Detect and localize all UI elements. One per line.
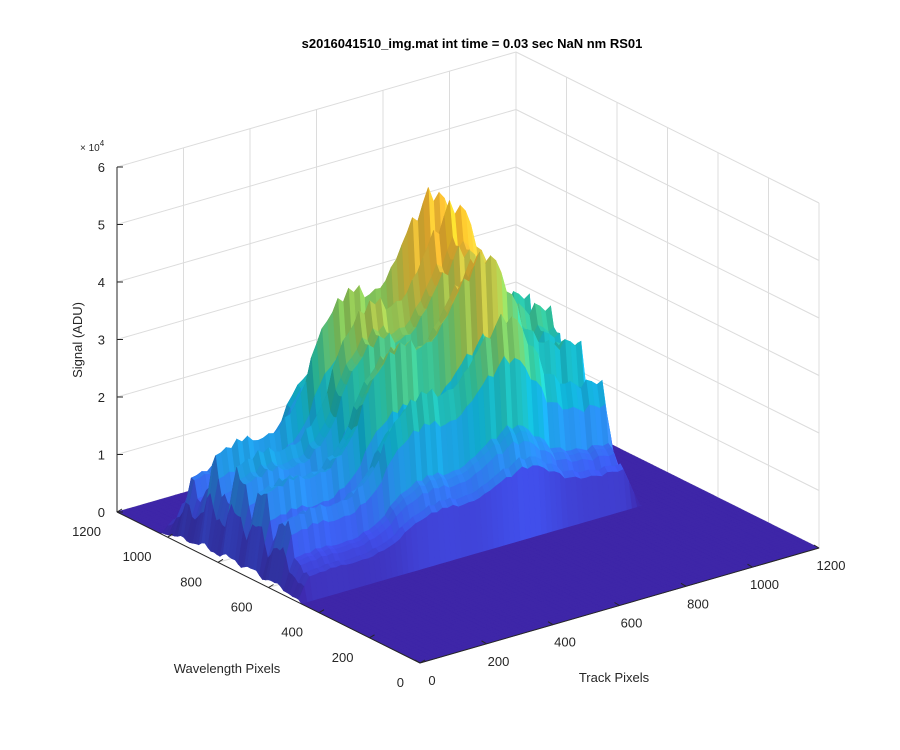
chart-title: s2016041510_img.mat int time = 0.03 sec … [302, 36, 643, 51]
back-wall-grid-z [116, 109, 517, 225]
side-wall-grid-z [515, 109, 820, 261]
side-wall-grid-z [515, 224, 820, 376]
side-wall-grid-z [515, 166, 820, 319]
back-wall-grid-z [116, 51, 517, 168]
side-wall-grid-z [515, 281, 820, 434]
back-wall-grid-z [116, 166, 517, 283]
side-wall-grid-z [515, 51, 820, 204]
surface-layer [116, 187, 820, 664]
